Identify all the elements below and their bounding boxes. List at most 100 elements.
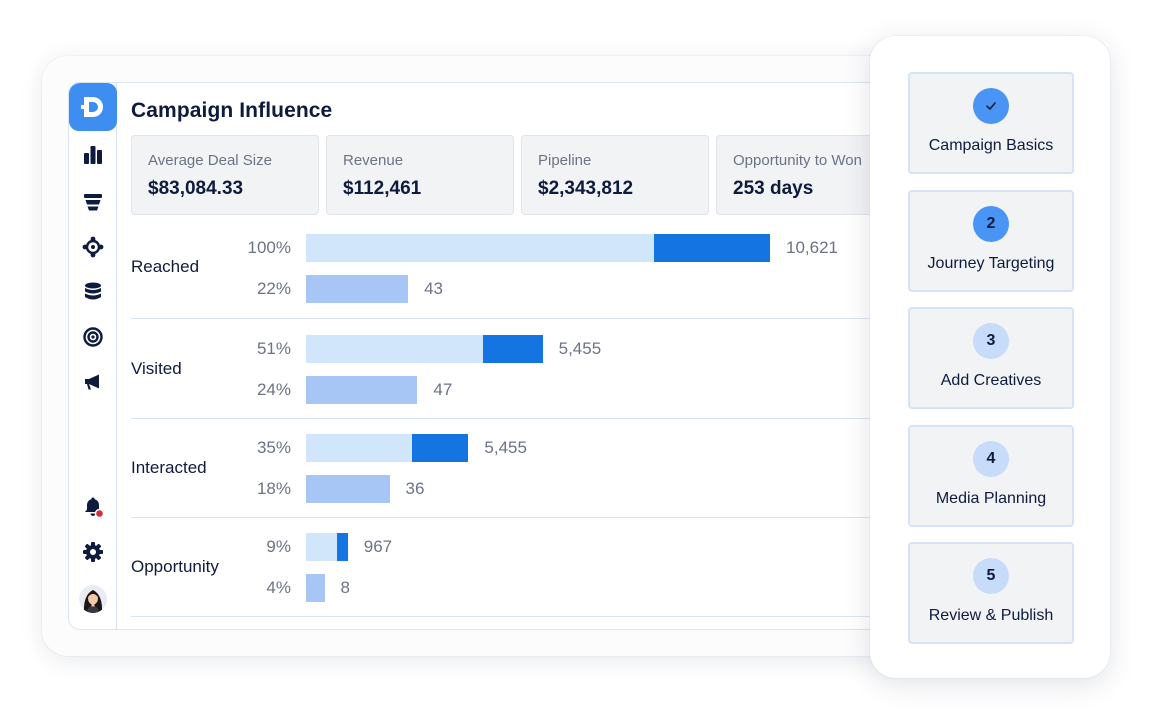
funnel-row-secondary: 22% 43 [131,275,927,303]
bar-fill-highlight [654,234,770,262]
bar-fill-light [306,234,654,262]
nav-data[interactable] [79,278,107,306]
notification-dot [94,508,105,519]
step-label: Campaign Basics [928,137,1054,154]
percent-label: 18% [256,479,291,498]
bar-fill-light [306,533,338,561]
nav-analytics[interactable] [79,141,107,169]
notifications-button[interactable] [79,493,107,521]
bar-track [306,475,390,503]
funnel-row-primary: 51% 5,455 [131,335,927,363]
gear-icon [83,542,103,562]
bar-fill-highlight [337,533,348,561]
bar-track [306,275,409,303]
nav-journeys[interactable] [79,233,107,261]
metric-label: Revenue [343,152,404,169]
funnel-section-reached: Reached 100% 10,621 22% 43 [131,231,927,319]
count-label: 8 [340,578,351,597]
user-avatar-icon [79,585,107,613]
bar-track [306,234,770,262]
megaphone-icon [85,374,99,390]
metric-label: Average Deal Size [148,152,272,169]
step-complete-badge [973,88,1009,124]
metric-card-revenue: Revenue $112,461 [326,135,514,215]
funnel-section-visited: Visited 51% 5,455 24% 47 [131,319,927,419]
bar-fill-light [306,335,484,363]
count-label: 47 [433,380,453,399]
bar-chart-icon [84,146,102,164]
funnel-row-secondary: 18% 36 [131,475,927,503]
bar-fill-secondary [306,376,418,404]
funnel-row-secondary: 4% 8 [131,574,927,602]
step-review-publish[interactable]: 5 Review & Publish [908,542,1074,644]
step-add-creatives[interactable]: 3 Add Creatives [908,307,1074,409]
bar-fill-secondary [306,574,325,602]
funnel-row-primary: 35% 5,455 [131,434,927,462]
percent-label: 9% [266,537,291,556]
logo-mark-icon [81,97,103,117]
nav-funnel[interactable] [79,188,107,216]
app-logo[interactable] [69,83,117,131]
metric-card-average-deal-size: Average Deal Size $83,084.33 [131,135,319,215]
bar-fill-light [306,434,412,462]
funnel-row-secondary: 24% 47 [131,376,927,404]
step-label: Journey Targeting [927,255,1055,272]
funnel-section-opportunity: Opportunity 9% 967 4% 8 [131,518,927,617]
target-icon [83,327,103,347]
step-label: Review & Publish [928,607,1054,624]
percent-label: 22% [256,279,291,298]
step-label: Add Creatives [940,372,1042,389]
metric-value: $2,343,812 [538,178,634,199]
step-number-badge: 3 [973,323,1009,359]
count-label: 967 [363,537,393,556]
funnel-stage-label: Opportunity [131,557,219,576]
app-window: Campaign Influence Average Deal Size $83… [68,82,928,630]
bar-fill-highlight [483,335,543,363]
funnel-row-primary: 9% 967 [131,533,927,561]
settings-button[interactable] [79,538,107,566]
step-journey-targeting[interactable]: 2 Journey Targeting [908,190,1074,292]
percent-label: 24% [256,380,291,399]
metric-card-pipeline: Pipeline $2,343,812 [521,135,709,215]
metric-label: Opportunity to Won [733,152,862,169]
bar-track [306,574,325,602]
checkmark-icon [986,102,996,110]
sidebar [69,83,117,629]
step-label: Media Planning [935,490,1047,507]
network-icon [82,236,104,258]
count-label: 5,455 [558,339,602,358]
avatar[interactable] [79,585,107,613]
metric-value: $83,084.33 [148,178,244,199]
count-label: 10,621 [786,238,838,257]
percent-label: 35% [256,438,291,457]
funnel-stage-label: Reached [131,257,200,276]
funnel-stage-label: Visited [131,359,182,378]
funnel-stage-label: Interacted [131,458,207,477]
metric-value: $112,461 [343,178,422,199]
step-campaign-basics[interactable]: Campaign Basics [908,72,1074,174]
count-label: 36 [405,479,425,498]
bell-icon [85,497,105,519]
step-number-badge: 4 [973,441,1009,477]
nav-targeting[interactable] [79,323,107,351]
percent-label: 51% [256,339,291,358]
bar-track [306,533,348,561]
count-label: 5,455 [484,438,527,457]
step-media-planning[interactable]: 4 Media Planning [908,425,1074,527]
bar-track [306,335,543,363]
bar-track [306,376,418,404]
bar-fill-secondary [306,475,390,503]
bar-fill-highlight [411,434,469,462]
percent-label: 4% [266,578,291,597]
nav-campaigns[interactable] [79,368,107,396]
count-label: 43 [424,279,443,298]
page-title: Campaign Influence [131,99,333,122]
percent-label: 100% [247,238,291,257]
funnel-row-primary: 100% 10,621 [131,234,927,262]
step-number-badge: 2 [973,206,1009,242]
metric-label: Pipeline [538,152,592,169]
bar-fill-secondary [306,275,409,303]
campaign-steps-panel: Campaign Basics 2 Journey Targeting 3 Ad… [870,36,1110,678]
bar-track [306,434,469,462]
funnel-section-interacted: Interacted 35% 5,455 18% 36 [131,419,927,518]
